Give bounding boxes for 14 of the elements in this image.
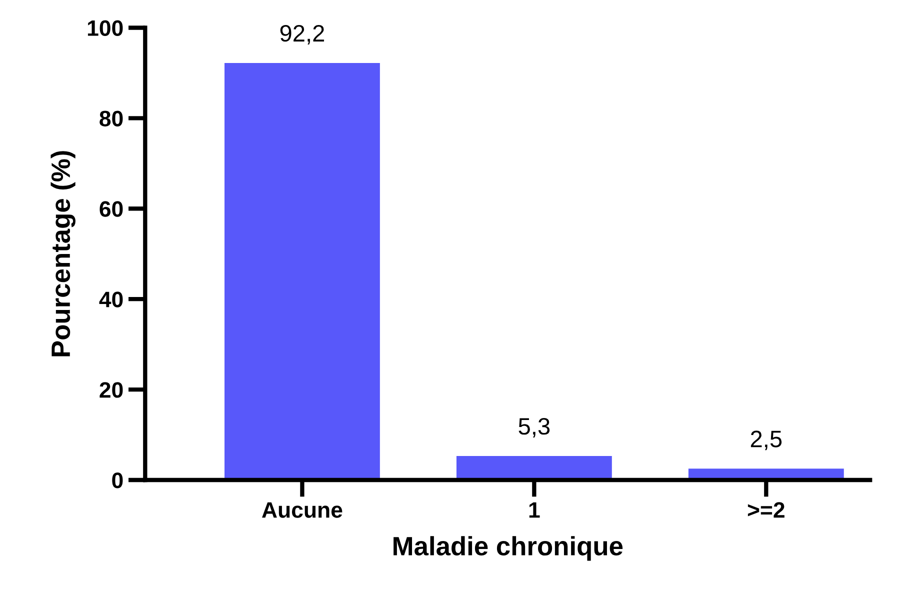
data-label: 92,2 <box>280 24 324 44</box>
x-tick-label: >=2 <box>748 502 784 518</box>
x-tick-label: Aucune <box>262 502 342 518</box>
y-tick-label: 80 <box>100 110 123 126</box>
x-axis-title: Maladie chronique <box>394 536 623 561</box>
y-tick-label: 40 <box>99 292 123 308</box>
y-tick-label: 0 <box>112 472 123 488</box>
data-label: 5,3 <box>518 418 550 438</box>
data-label: 2,5 <box>750 430 782 450</box>
y-tick-label: 20 <box>100 382 123 398</box>
y-axis-title: Pourcentage (%) <box>50 151 76 356</box>
y-tick-label: 100 <box>88 20 123 36</box>
y-tick-label: 60 <box>100 201 123 217</box>
x-tick-label: 1 <box>529 502 540 518</box>
